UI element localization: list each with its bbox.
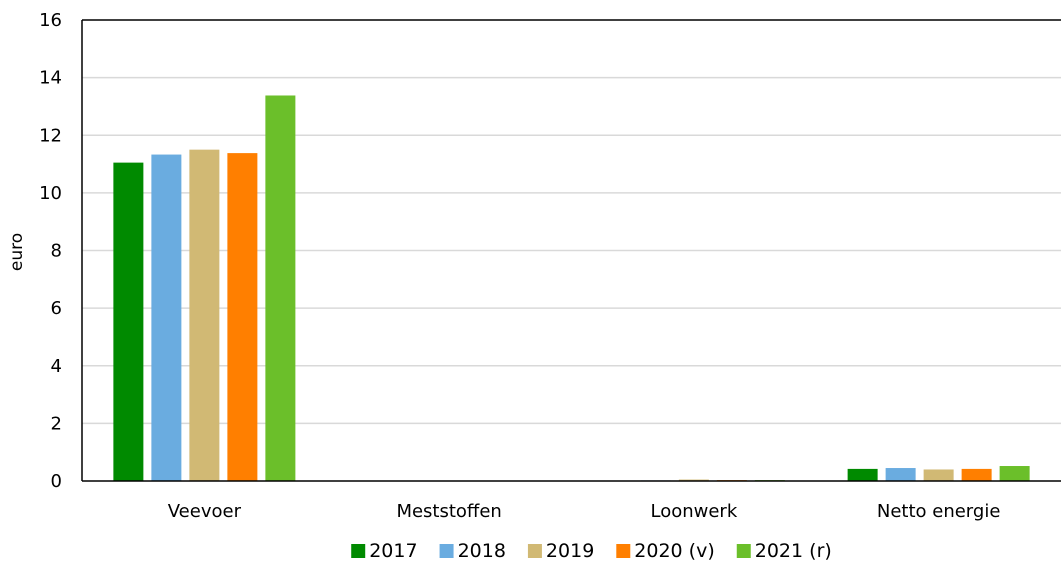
- x-category-label: Meststoffen: [396, 501, 501, 522]
- legend-label: 2021 (r): [755, 540, 832, 562]
- x-category-labels: Veevoer Meststoffen Loonwerk Netto energie: [168, 501, 1001, 522]
- y-tick-label: 2: [51, 413, 62, 434]
- legend-item: 2017: [351, 540, 418, 562]
- legend-swatch: [439, 544, 454, 558]
- legend-label: 2019: [546, 540, 594, 562]
- y-tick-labels: 0 2 4 6 8 10 12 14 16: [39, 10, 62, 492]
- y-tick-label: 10: [39, 183, 62, 204]
- bar-netto-energie-2018: [885, 468, 916, 481]
- x-category-label: Netto energie: [877, 501, 1001, 522]
- legend-swatch: [736, 544, 751, 558]
- legend-item: 2019: [527, 540, 594, 562]
- y-tick-label: 14: [39, 68, 62, 89]
- legend-swatch: [527, 544, 542, 558]
- bar-veevoer-2018: [151, 154, 182, 481]
- legend-item: 2021 (r): [736, 540, 832, 562]
- bar-netto-energie-2020v: [961, 468, 992, 481]
- legend-swatch: [351, 544, 366, 558]
- y-tick-label: 8: [51, 241, 62, 262]
- bar-veevoer-2021r: [265, 95, 296, 482]
- x-category-label: Loonwerk: [650, 501, 737, 522]
- legend-label: 2020 (v): [634, 540, 714, 562]
- y-axis-title: euro: [7, 233, 27, 271]
- y-tick-label: 16: [39, 10, 62, 31]
- bar-netto-energie-2019: [923, 469, 954, 481]
- y-tick-label: 6: [51, 298, 62, 319]
- bar-veevoer-2020v: [227, 153, 258, 481]
- legend-item: 2020 (v): [616, 540, 715, 562]
- legend-label: 2018: [458, 540, 506, 562]
- axes: [81, 19, 1061, 482]
- bar-veevoer-2017: [113, 162, 144, 481]
- x-category-label: Veevoer: [168, 501, 242, 522]
- y-tick-label: 0: [51, 471, 62, 492]
- legend: 2017 2018 2019 2020 (v) 2021 (r): [351, 540, 832, 562]
- bar-veevoer-2019: [189, 149, 220, 481]
- legend-label: 2017: [369, 540, 417, 562]
- legend-item: 2018: [439, 540, 506, 562]
- bar-netto-energie-2017: [847, 468, 878, 481]
- y-tick-label: 4: [51, 356, 62, 377]
- legend-swatch: [616, 544, 631, 558]
- y-tick-label: 12: [39, 125, 62, 146]
- bar-netto-energie-2021r: [999, 466, 1030, 481]
